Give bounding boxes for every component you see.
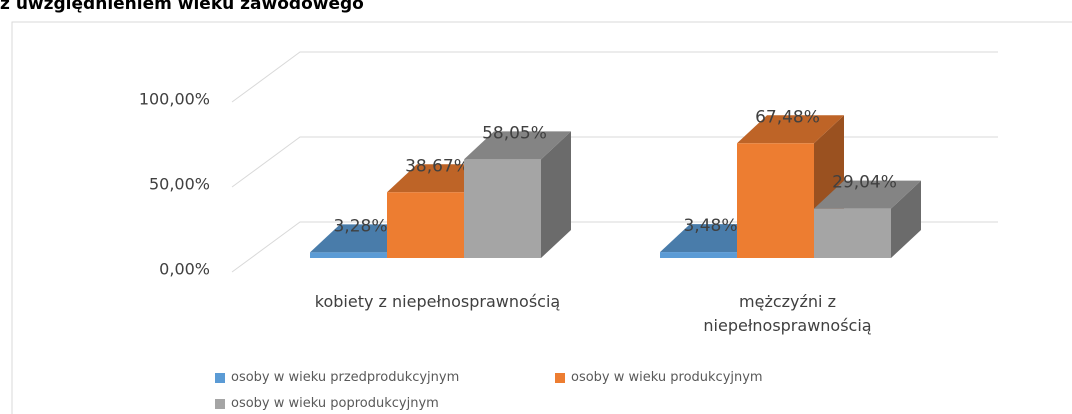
y-tick-label: 100,00%: [139, 90, 210, 109]
bar-front: [464, 159, 541, 258]
legend-swatch: [215, 398, 225, 409]
bar-top: [737, 115, 844, 144]
bar: [464, 131, 571, 258]
bar-top: [814, 180, 921, 209]
y-tick-label: 0,00%: [159, 260, 210, 279]
legend-label: osoby w wieku produkcyjnym: [571, 370, 763, 385]
bar-front: [310, 252, 387, 258]
legend-item: osoby w wieku produkcyjnym: [555, 370, 763, 385]
chart-title: z uwzględnieniem wieku zawodowego: [0, 0, 364, 14]
data-label: 3,48%: [683, 216, 737, 236]
x-tick-label: mężczyźni z niepełnosprawnością: [703, 292, 872, 335]
legend-item: osoby w wieku poprodukcyjnym: [215, 396, 439, 411]
data-label: 29,04%: [832, 173, 897, 193]
legend-label: osoby w wieku poprodukcyjnym: [231, 396, 439, 411]
bar-front: [814, 208, 891, 258]
bar: [814, 180, 921, 258]
legend-swatch: [215, 372, 225, 383]
x-tick-label: kobiety z niepełnosprawnością: [314, 292, 561, 311]
data-label: 3,28%: [333, 216, 387, 236]
bar-top: [464, 131, 571, 160]
data-label: 38,67%: [405, 156, 470, 176]
legend-label: osoby w wieku przedprodukcyjnym: [231, 370, 460, 385]
legend-item: osoby w wieku przedprodukcyjnym: [215, 370, 459, 385]
bar-front: [387, 192, 464, 258]
legend-swatch: [555, 372, 565, 383]
grid-line: [231, 51, 998, 103]
chart-border: [11, 21, 1072, 414]
bar-front: [660, 252, 737, 258]
bar-side: [891, 180, 921, 258]
bar: [737, 115, 844, 258]
bar-side: [541, 131, 571, 258]
data-label: 58,05%: [482, 123, 547, 143]
bar-front: [737, 143, 814, 258]
data-label: 67,48%: [755, 107, 820, 127]
y-tick-label: 50,00%: [149, 175, 210, 194]
